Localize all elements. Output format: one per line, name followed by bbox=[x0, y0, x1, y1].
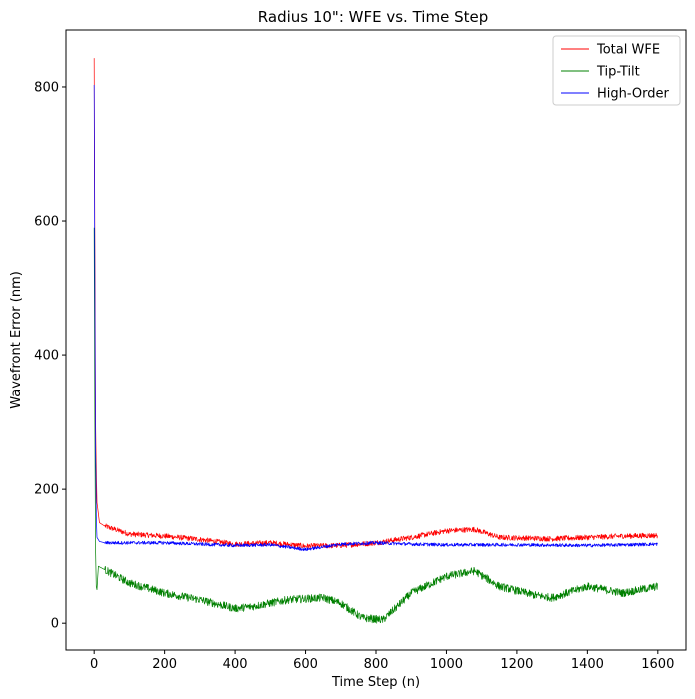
x-tick-label: 0 bbox=[90, 657, 98, 672]
y-axis-title: Wavefront Error (nm) bbox=[9, 271, 24, 409]
series-line bbox=[93, 84, 658, 552]
x-tick-label: 1600 bbox=[641, 657, 674, 672]
series-line bbox=[93, 227, 658, 624]
x-tick-label: 800 bbox=[364, 657, 389, 672]
legend-label: Tip-Tilt bbox=[596, 65, 640, 80]
y-tick-label: 0 bbox=[51, 617, 59, 632]
x-tick-label: 400 bbox=[223, 657, 248, 672]
chart-title: Radius 10": WFE vs. Time Step bbox=[258, 8, 488, 26]
y-axis: 0 200 400 600 800 bbox=[34, 80, 66, 632]
legend: Total WFE Tip-Tilt High-Order bbox=[552, 35, 681, 106]
y-tick-label: 600 bbox=[34, 215, 59, 230]
x-axis: 0 200 400 600 800 1000 1200 1400 1600 bbox=[90, 650, 674, 672]
x-axis-title: Time Step (n) bbox=[331, 675, 420, 690]
legend-label: High-Order bbox=[597, 87, 670, 102]
x-tick-label: 1000 bbox=[430, 657, 463, 672]
x-tick-label: 200 bbox=[152, 657, 177, 672]
x-tick-label: 1400 bbox=[571, 657, 604, 672]
plot-lines bbox=[93, 58, 658, 624]
y-tick-label: 400 bbox=[34, 349, 59, 364]
legend-label: Total WFE bbox=[596, 43, 660, 58]
y-tick-label: 200 bbox=[34, 483, 59, 498]
x-tick-label: 1200 bbox=[500, 657, 533, 672]
legend-box bbox=[552, 35, 681, 106]
x-tick-label: 600 bbox=[293, 657, 318, 672]
y-tick-label: 800 bbox=[34, 80, 59, 95]
